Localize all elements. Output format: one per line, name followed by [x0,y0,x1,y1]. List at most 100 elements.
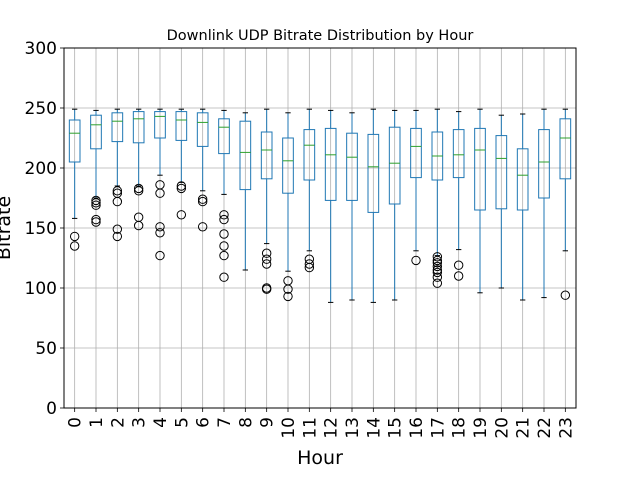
outlier-point [283,291,293,302]
outlier-point [197,194,208,204]
box-hour-21 [516,113,529,301]
outlier-point [432,267,443,278]
box-hour-16 [410,109,422,266]
box-hour-5 [175,108,188,220]
y-tick-label: 100 [25,279,57,299]
outlier-point [432,265,443,275]
x-tick-label: 1 [87,417,107,428]
box-iqr [132,111,145,144]
x-tick-label: 21 [514,417,534,439]
outlier-point [197,196,208,207]
box-iqr [282,137,294,194]
x-tick-label: 5 [172,417,192,428]
y-tick-label: 50 [35,339,57,359]
x-tick-label: 6 [194,417,214,428]
outlier-point [261,284,272,294]
box-iqr [68,119,81,163]
box-iqr [303,129,316,181]
y-tick-label: 0 [46,399,57,419]
outlier-point [432,255,443,266]
box-iqr [495,135,508,210]
x-axis-label: Hour [297,447,343,469]
x-tick-label: 18 [450,417,470,439]
outlier-point [197,222,208,232]
box-hour-2 [111,108,124,242]
outlier-point [432,252,443,262]
outlier-point [155,222,165,232]
box-iqr [346,132,358,201]
x-tick-label: 20 [492,417,512,439]
box-hour-13 [346,112,358,301]
outlier-point [560,290,571,300]
outlier-point [176,181,187,191]
box-hour-17 [431,108,444,288]
box-iqr [175,111,188,141]
x-axis: 0 1 2 3 4 5 6 7 8 9 10 11 12 13 14 15 16 17 18 19 20 21 22 23 [66,408,576,439]
outlier-point [219,214,229,225]
outlier-point [261,259,272,269]
box-hour-8 [239,112,252,271]
x-tick-label: 3 [130,417,150,428]
box-hour-23 [559,108,572,300]
outlier-point [261,248,272,258]
x-tick-label: 10 [279,417,299,439]
outlier-point [261,254,272,264]
box-iqr [538,129,550,199]
outlier-point [91,214,101,225]
x-tick-label: 17 [428,417,448,439]
box-hour-20 [495,114,508,289]
grid-lines [64,47,576,409]
box-iqr [388,126,401,205]
box-iqr [516,148,529,211]
box-iqr [260,131,273,180]
outlier-point [219,250,229,261]
box-hour-6 [196,108,209,232]
y-tick-label: 200 [25,159,57,179]
outlier-point [112,224,123,234]
outlier-point [219,241,229,251]
y-tick-label: 300 [25,39,57,59]
outlier-point [219,229,229,239]
x-tick-label: 0 [66,417,86,428]
outlier-point [155,188,165,198]
outlier-point [432,261,443,272]
box-hour-7 [218,109,230,282]
outlier-point [155,250,165,261]
outlier-point [112,196,123,207]
x-tick-label: 8 [236,417,256,428]
outlier-point [304,262,315,273]
box-iqr [154,111,166,139]
outlier-point [91,198,101,208]
outlier-point [411,255,421,266]
box-iqr [452,129,465,179]
x-tick-label: 22 [535,417,555,439]
x-tick-label: 11 [300,417,320,439]
box-iqr [324,127,337,201]
box-hour-0 [68,108,81,251]
box-iqr [559,118,572,180]
box-hour-14 [367,108,380,303]
y-axis-label: Bitrate [0,196,15,260]
box-iqr [367,133,380,213]
x-tick-label: 14 [364,417,384,439]
box-iqr [239,120,252,191]
outlier-point [155,228,165,238]
outlier-point [453,271,464,281]
box-iqr [90,114,102,150]
box-hour-10 [282,112,294,302]
x-tick-label: 23 [556,417,576,439]
outlier-point [432,258,443,268]
box-iqr [196,112,209,147]
box-iqr [111,112,124,143]
x-tick-label: 12 [322,417,342,439]
outlier-point [219,272,229,282]
outlier-point [133,186,144,196]
outlier-point [69,231,80,242]
box-series [68,108,572,303]
box-hour-22 [538,108,550,299]
box-hour-12 [324,109,337,303]
box-hour-4 [154,108,166,261]
outlier-point [219,210,229,220]
